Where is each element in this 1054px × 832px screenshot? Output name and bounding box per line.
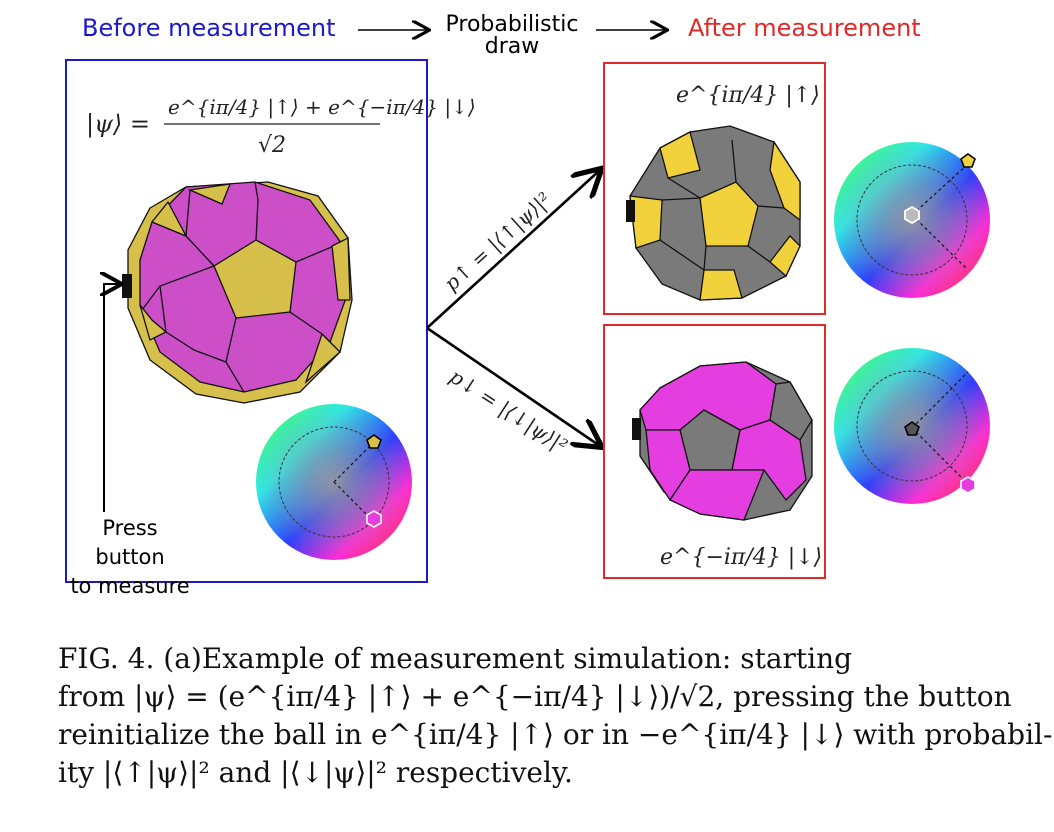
prob-up-label: p↑ = |⟨↑|ψ⟩|²	[439, 187, 556, 296]
press-button-label: Press button to measure	[70, 514, 190, 601]
press-button-line1: Press button	[95, 516, 165, 569]
measurement-diagram: |ψ⟩ = e^{iπ/4} |↑⟩ + e^{−iπ/4} |↓⟩ √2	[65, 0, 990, 583]
hexagon-marker-down	[960, 476, 976, 494]
after-frame-down	[603, 324, 826, 579]
press-button-line2: to measure	[70, 574, 190, 598]
state-formula: |ψ⟩ = e^{iπ/4} |↑⟩ + e^{−iπ/4} |↓⟩ √2	[86, 95, 476, 158]
before-frame	[65, 59, 428, 583]
formula-numerator: e^{iπ/4} |↑⟩ + e^{−iπ/4} |↓⟩	[168, 95, 476, 120]
caption-line1: FIG. 4. (a)Example of measurement simula…	[58, 642, 853, 675]
caption-line3: reinitialize the ball in e^{iπ/4} |↑⟩ or…	[58, 718, 1053, 751]
up-state-label: e^{iπ/4} |↑⟩	[676, 83, 820, 108]
measure-button[interactable]	[122, 274, 132, 298]
measure-button-up	[626, 200, 635, 222]
pentagon-marker	[366, 434, 382, 449]
ball-before	[127, 181, 353, 404]
hexagon-marker-up	[904, 205, 920, 225]
prob-down-label: p↓ = |⟨↓|ψ⟩|²	[445, 364, 572, 459]
after-measurement-heading: After measurement	[688, 14, 921, 42]
draw-line2: draw	[484, 34, 540, 59]
phase-wheel-up	[834, 142, 990, 298]
down-state-label: e^{−iπ/4} |↓⟩	[660, 545, 822, 570]
button-pointer-arrow	[104, 284, 120, 512]
figure-caption: FIG. 4. (a)Example of measurement simula…	[58, 640, 1053, 792]
draw-line1: Probabilistic	[445, 12, 579, 37]
ball-down	[639, 361, 813, 521]
pentagon-marker-up	[960, 153, 976, 168]
ball-up	[629, 125, 801, 301]
before-measurement-heading: Before measurement	[82, 14, 336, 42]
formula-denominator: √2	[258, 133, 286, 158]
formula-lhs: |ψ⟩ =	[86, 110, 150, 139]
hexagon-marker	[366, 510, 382, 528]
probabilistic-draw-heading: Probabilistic draw	[432, 14, 592, 58]
pentagon-marker-down	[904, 421, 920, 436]
measure-button-down	[632, 418, 641, 440]
branch-arrow-down	[426, 326, 600, 446]
after-frame-up	[603, 62, 826, 315]
phase-wheel-down	[834, 348, 990, 504]
phase-wheel-before	[256, 404, 412, 560]
caption-line2: from |ψ⟩ = (e^{iπ/4} |↑⟩ + e^{−iπ/4} |↓⟩…	[58, 680, 1012, 713]
caption-line4: ity |⟨↑|ψ⟩|² and |⟨↓|ψ⟩|² respectively.	[58, 756, 573, 789]
branch-arrow-up	[426, 170, 600, 329]
